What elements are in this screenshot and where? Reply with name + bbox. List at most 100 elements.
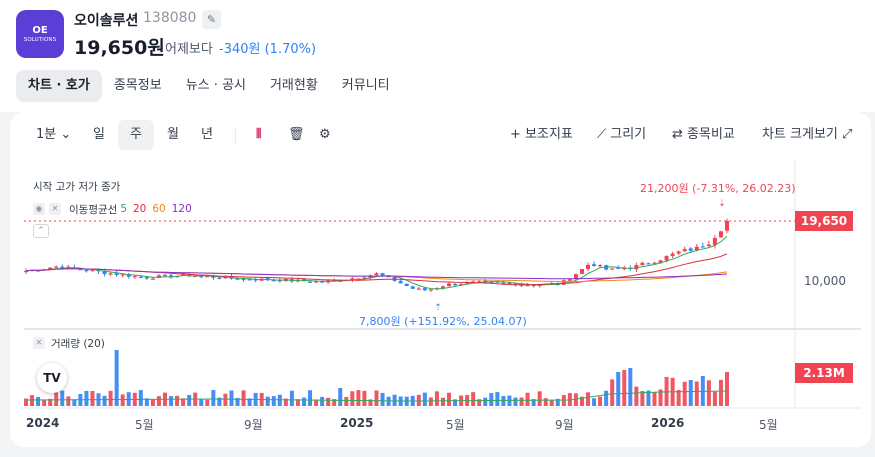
change-value: -340원 (1.70%) [219,42,317,57]
volume-bar [718,379,723,406]
price-chart[interactable]: ⇣⇡ [10,112,871,447]
collapse-legend-icon[interactable]: ⌃ [33,224,49,238]
candle-body [150,278,155,280]
volume-bar [72,399,77,406]
compare-label: 종목비교 [687,127,735,142]
chart-toolbar: 1분 ⌄ 일 주 월 년 ⫴ 🗑 ⚙ + 보조지표 ⟋ 그리기 ⇄ 종목비교 차… [10,120,871,150]
candle-body [404,283,409,287]
trash-icon[interactable]: 🗑 [288,127,305,142]
indicators-button[interactable]: + 보조지표 [510,120,573,150]
volume-bar [374,390,379,406]
candle-body [676,251,681,254]
volume-bar [416,394,421,406]
x-tick-label: 9월 [244,418,263,432]
volume-bar [501,396,506,406]
candle-body [501,282,506,284]
x-tick-label: 2026 [651,416,685,430]
candle-body [102,271,107,275]
volume-bar [694,381,699,406]
ma-20: 20 [133,203,147,215]
candle-body [60,266,65,269]
volume-bar [265,396,270,406]
chevron-down-icon: ⌄ [56,127,72,142]
volume-bar [489,393,494,406]
candle-body [700,246,705,248]
volume-bar [326,397,331,406]
draw-button[interactable]: ⟋ 그리기 [597,120,646,150]
period-month[interactable]: 월 [167,127,179,142]
high-marker: ⇣ [718,199,726,209]
candle-body [519,284,524,287]
interval-select[interactable]: 1분 ⌄ [36,120,71,150]
compare-button[interactable]: ⇄ 종목비교 [672,120,735,150]
close-icon[interactable]: ✕ [49,203,61,215]
candle-body [320,281,325,283]
volume-bar [610,379,615,406]
close-icon[interactable]: ✕ [33,337,45,349]
volume-bar [477,399,482,406]
ma-5: 5 [120,203,127,215]
candle-body [386,276,391,278]
candle-body [459,283,464,286]
period-day[interactable]: 일 [93,127,105,142]
candle-body [670,253,675,257]
tab-info[interactable]: 종목정보 [113,78,162,93]
volume-bar [235,397,240,406]
gear-icon[interactable]: ⚙ [319,127,331,142]
volume-bar [531,399,536,406]
candle-body [706,244,711,247]
candle-body [78,268,83,271]
candle-body [525,285,530,287]
volume-bar [652,392,657,406]
volume-bar [295,399,300,406]
candle-body [108,273,113,275]
pencil-icon[interactable]: ✎ [202,10,221,29]
tab-chart[interactable]: 차트 · 호가 [16,70,102,102]
volume-bar [392,394,397,406]
volume-bar [102,395,107,406]
candle-body [712,237,717,245]
tab-community[interactable]: 커뮤니티 [341,78,390,93]
draw-label: 그리기 [610,127,647,142]
tab-trades[interactable]: 거래현황 [269,78,318,93]
volume-bar [586,392,591,406]
tab-news[interactable]: 뉴스 · 공시 [185,78,246,93]
candle-body [428,289,433,291]
period-week[interactable]: 주 [118,120,154,150]
candle-body [489,281,494,283]
volume-bar [362,390,367,406]
x-tick-label: 2025 [340,416,374,430]
candle-type-icon[interactable]: ⫴ [256,127,262,142]
period-year[interactable]: 년 [201,127,213,142]
volume-title: 거래량 (20) [51,337,105,350]
volume-bar [579,396,584,406]
candle-body [114,273,119,275]
eye-icon[interactable]: ◉ [33,203,45,215]
tradingview-logo[interactable]: TV [37,363,67,393]
candle-body [610,268,615,270]
volume-bar [658,389,663,406]
candle-body [271,280,276,282]
candle-body [205,276,210,278]
ma120-line [25,268,728,280]
volume-badge: 2.13M [795,363,853,383]
volume-bar [199,398,204,406]
candle-body [187,273,192,277]
volume-bar [604,390,609,406]
candle-body [507,282,512,285]
x-tick-label: 5월 [135,418,154,432]
candle-body [453,283,458,286]
fullscreen-button[interactable]: 차트 크게보기 ⤢ [762,120,852,150]
candle-body [718,231,723,238]
volume-ma-line [25,390,728,402]
volume-bar [453,399,458,406]
chart-card: ⇣ ⇡ 1분 ⌄ 일 주 월 년 ⫴ 🗑 ⚙ + 보조지표 ⟋ 그리기 ⇄ 종목비… [10,112,871,447]
volume-bar [725,372,729,406]
candle-body [682,249,687,252]
candle-body [573,274,578,279]
candle-body [368,275,373,279]
high-annotation: 21,200원 (-7.31%, 26.02.23) [640,182,796,195]
volume-bar [440,397,445,406]
current-price: 19,650원 [74,37,165,59]
volume-bar [60,390,65,406]
